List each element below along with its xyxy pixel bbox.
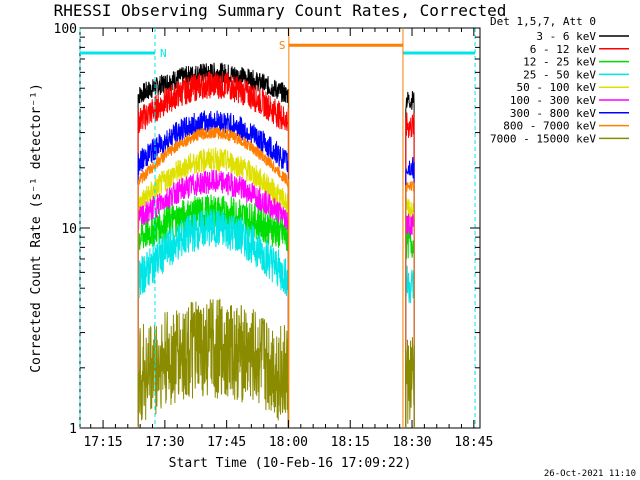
legend-label: 12 - 25 keV	[523, 56, 596, 69]
legend-header: Det 1,5,7, Att 0	[490, 15, 596, 28]
observing-intervals: NS	[79, 28, 476, 428]
x-tick-label: 18:30	[392, 435, 431, 450]
series-line-segment	[405, 213, 415, 428]
footer-date: 26-Oct-2021 11:10	[544, 469, 636, 479]
interval-label: S	[279, 39, 286, 52]
y-tick-label: 1	[69, 422, 77, 437]
series-line	[137, 208, 289, 428]
legend-label: 50 - 100 keV	[517, 81, 597, 94]
series-line	[137, 298, 289, 428]
legend-label: 25 - 50 keV	[523, 68, 596, 81]
series-line-segment	[405, 112, 415, 428]
series-traces	[137, 62, 415, 428]
series-line	[137, 126, 289, 428]
series-line	[137, 71, 289, 428]
series-line	[137, 110, 289, 428]
y-axis-label: Corrected Count Rate (s⁻¹ detector⁻¹)	[29, 83, 44, 373]
interval-label: N	[160, 47, 167, 60]
series-line-segment	[405, 90, 415, 428]
x-tick-label: 17:15	[83, 435, 122, 450]
x-tick-label: 18:15	[331, 435, 370, 450]
axis-ticks: 17:15 17:30 17:45 18:00 18:15 18:30 18:45 100 10…	[54, 22, 494, 450]
legend-label: 6 - 12 keV	[530, 43, 597, 56]
x-tick-label: 17:45	[207, 435, 246, 450]
series-line	[137, 147, 289, 428]
y-tick-label: 100	[54, 22, 77, 37]
x-tick-label: 18:45	[454, 435, 493, 450]
series-line-segment	[405, 180, 415, 428]
series-line-segment	[405, 337, 415, 428]
legend-label: 800 - 7000 keV	[503, 120, 596, 133]
series-line	[137, 169, 289, 428]
legend-label: 3 - 6 keV	[536, 30, 596, 43]
x-axis-label: Start Time (10-Feb-16 17:09:22)	[169, 456, 412, 471]
series-line-segment	[405, 197, 415, 428]
x-tick-label: 18:00	[269, 435, 308, 450]
legend-label: 300 - 800 keV	[510, 107, 596, 120]
series-line-segment	[405, 265, 415, 428]
chart-title: RHESSI Observing Summary Count Rates, Co…	[54, 1, 507, 20]
y-tick-label: 10	[61, 222, 77, 237]
x-tick-label: 17:30	[145, 435, 184, 450]
legend-label: 7000 - 15000 keV	[490, 132, 596, 145]
legend-label: 100 - 300 keV	[510, 94, 596, 107]
series-line-segment	[405, 156, 415, 428]
